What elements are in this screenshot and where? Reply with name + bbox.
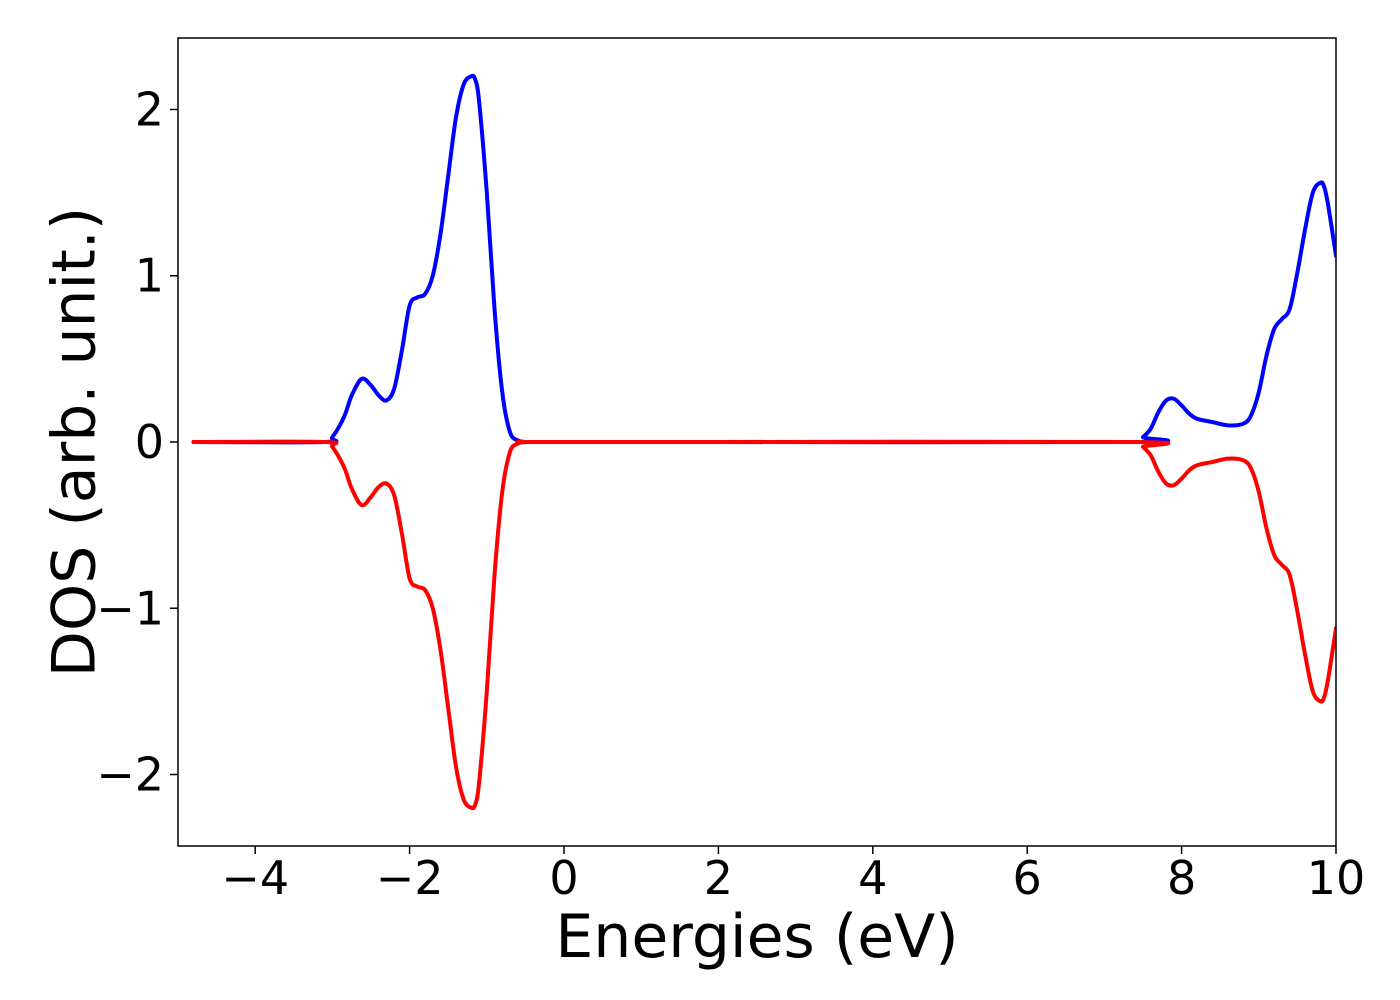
y-axis: −2 −1 0 1 2 [96, 82, 178, 802]
x-tick-label: 8 [1167, 851, 1196, 905]
y-tick-label: −2 [96, 748, 164, 802]
x-tick-label: −4 [221, 851, 289, 905]
y-tick-label: 2 [135, 82, 164, 136]
x-tick-label: 0 [549, 851, 578, 905]
x-tick-label: 6 [1013, 851, 1042, 905]
y-tick-label: −1 [96, 581, 164, 635]
series-layer [191, 73, 1336, 811]
y-tick-label: 0 [135, 415, 164, 469]
x-tick-label: 2 [704, 851, 733, 905]
x-tick-label: −2 [376, 851, 444, 905]
series-line-2 [191, 439, 1336, 811]
y-axis-label: DOS (arb. unit.) [40, 207, 110, 677]
x-axis-label: Energies (eV) [555, 902, 958, 972]
plot-area [177, 37, 1337, 847]
x-axis: −4 −2 0 2 4 6 8 10 [221, 846, 1365, 905]
x-tick-label: 10 [1307, 851, 1366, 905]
series-line-1 [191, 73, 1336, 445]
y-tick-label: 1 [135, 249, 164, 303]
x-tick-label: 4 [858, 851, 887, 905]
